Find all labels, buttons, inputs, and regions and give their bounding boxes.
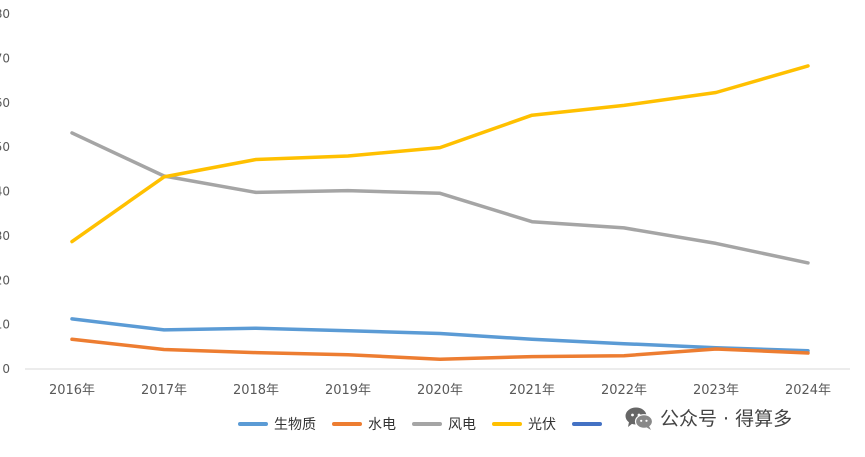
y-tick-label: 70: [0, 51, 10, 65]
legend-label: 风电: [448, 417, 476, 433]
y-tick-label: 30: [0, 229, 10, 243]
legend-swatch: [572, 422, 602, 426]
legend-label: 生物质: [274, 417, 316, 433]
watermark-text: 公众号 · 得算多: [660, 408, 793, 430]
legend-item: 水电: [332, 414, 396, 434]
x-tick-label: 2017年: [141, 383, 187, 398]
series-line-0: [70, 317, 810, 353]
x-tick-label: 2016年: [49, 383, 95, 398]
x-tick-label: 2020年: [417, 383, 463, 398]
y-tick-label: 50: [0, 140, 10, 154]
y-tick-label: 80: [0, 7, 10, 21]
x-tick-label: 2024年: [785, 383, 831, 398]
watermark: 公众号 · 得算多: [624, 404, 792, 431]
y-tick-label: 20: [0, 273, 10, 287]
legend-swatch: [412, 422, 442, 426]
legend-item: 光伏: [492, 414, 556, 434]
chart-legend: 生物质 水电 风电 光伏: [238, 414, 602, 434]
series-line-1: [70, 337, 810, 361]
legend-item: [572, 422, 602, 426]
legend-item: 生物质: [238, 414, 316, 434]
y-tick-label: 10: [0, 318, 10, 332]
wechat-icon: [625, 407, 654, 430]
legend-item: 风电: [412, 414, 476, 434]
y-tick-label: 40: [0, 185, 10, 199]
legend-label: 水电: [368, 417, 396, 433]
x-tick-label: 2022年: [601, 383, 647, 398]
legend-swatch: [238, 422, 268, 426]
x-tick-label: 2021年: [509, 383, 555, 398]
series-lines: [70, 64, 810, 361]
x-tick-label: 2018年: [233, 383, 279, 398]
legend-swatch: [332, 422, 362, 426]
series-line-2: [70, 131, 810, 265]
y-tick-label: 0: [2, 362, 10, 376]
y-axis-tick-labels: 0 10 20 30 40 50 60 70 80: [0, 7, 10, 376]
y-tick-label: 60: [0, 96, 10, 110]
x-tick-label: 2023年: [693, 383, 739, 398]
legend-swatch: [492, 422, 522, 426]
legend-label: 光伏: [528, 417, 556, 433]
x-axis-tick-labels: 2016年 2017年 2018年 2019年 2020年 2021年 2022年 2023年…: [49, 383, 831, 398]
x-tick-label: 2019年: [325, 383, 371, 398]
series-line-3: [70, 64, 810, 244]
